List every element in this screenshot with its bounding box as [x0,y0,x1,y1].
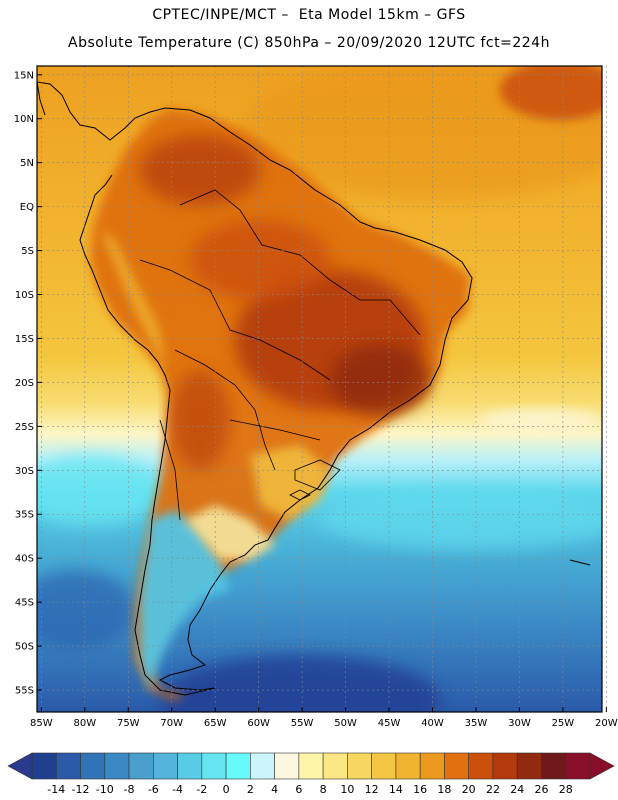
lon-tick-label-10: 35W [465,718,488,729]
lat-tick-label-1: 10N [14,114,34,125]
latitude-axis: 15N 10N 5N EQ 5S 10S 15S 20S 25S 30S 35S 40S 45S 50S 5… [14,70,42,697]
colorbar-swatch-8 [225,752,251,780]
colorbar-label-6: -2 [196,783,207,796]
colorbar-swatch-16 [419,752,445,780]
colorbar-label-20: 26 [534,783,548,796]
colorbar-swatch-12 [322,752,348,780]
lat-tick-label-9: 30S [15,466,34,477]
lon-tick-label-3: 70W [160,718,183,729]
colorbar-low-arrow [7,752,33,780]
lon-tick-label-2: 75W [117,718,140,729]
longitude-axis: 85W 80W 75W 70W 65W 60W 55W 50W 45W 40W 35W 30W 25W 2… [30,707,618,729]
lon-tick-label-7: 50W [334,718,357,729]
colorbar-label-1: -12 [72,783,90,796]
lat-tick-label-6: 15S [15,334,34,345]
lon-tick-label-9: 40W [421,718,444,729]
lat-lon-grid [37,66,607,712]
lon-tick-label-1: 80W [73,718,96,729]
colorbar-swatch-20 [516,752,542,780]
colorbar-label-12: 10 [340,783,354,796]
lon-tick-label-11: 30W [508,718,531,729]
temperature-field [37,66,602,712]
lon-tick-label-4: 65W [204,718,227,729]
lat-tick-label-12: 45S [15,598,34,609]
lon-tick-label-12: 25W [552,718,575,729]
lon-tick-label-0: 85W [30,718,53,729]
colorbar-swatch-9 [250,752,275,780]
colorbar-swatch-5 [153,752,178,780]
colorbar-label-13: 12 [365,783,379,796]
colorbar-label-19: 24 [510,783,524,796]
chart-title-line1: CPTEC/INPE/MCT – Eta Model 15km – GFS [152,7,466,23]
colorbar-label-5: -4 [172,783,183,796]
lat-tick-label-8: 25S [15,422,34,433]
colorbar-label-18: 22 [486,783,500,796]
colorbar-swatch-11 [298,752,324,780]
colorbar-swatch-10 [274,752,300,780]
colorbar-swatch-17 [444,752,469,780]
lat-tick-label-2: 5N [20,158,34,169]
colorbar-swatch-0 [31,752,57,780]
lon-tick-label-13: 20W [595,718,618,729]
colorbar-label-0: -14 [47,783,65,796]
lon-tick-label-5: 60W [247,718,270,729]
lat-tick-label-14: 55S [15,686,34,697]
colorbar-swatch-4 [128,752,154,780]
lat-tick-label-10: 35S [15,510,34,521]
lat-tick-label-5: 10S [15,290,34,301]
colorbar-label-17: 20 [462,783,476,796]
colorbar-swatch-13 [347,752,372,780]
colorbar-label-3: -8 [124,783,135,796]
lat-tick-label-3: EQ [20,202,34,213]
colorbar-label-10: 6 [295,783,302,796]
colorbar: -14 -12 -10 -8 -6 -4 -2 0 2 4 6 8 10 12 14 16 18 20 22 24 26… [7,752,615,796]
colorbar-label-9: 4 [271,783,278,796]
colorbar-swatch-15 [395,752,421,780]
lon-tick-label-8: 45W [378,718,401,729]
colorbar-swatch-7 [201,752,227,780]
colorbar-label-16: 18 [437,783,451,796]
colorbar-swatch-14 [371,752,397,780]
lat-tick-label-7: 20S [15,378,34,389]
colorbar-label-11: 8 [320,783,327,796]
colorbar-swatch-6 [177,752,203,780]
lon-tick-label-6: 55W [291,718,314,729]
colorbar-label-4: -6 [148,783,159,796]
colorbar-label-7: 0 [223,783,230,796]
lat-tick-label-13: 50S [15,642,34,653]
colorbar-label-2: -10 [96,783,114,796]
lat-tick-label-0: 15N [14,70,34,81]
colorbar-swatch-1 [55,752,81,780]
lat-tick-label-11: 40S [15,554,34,565]
lat-tick-label-4: 5S [21,246,34,257]
colorbar-swatch-22 [565,752,591,780]
colorbar-swatch-2 [80,752,106,780]
colorbar-swatch-19 [492,752,518,780]
colorbar-label-8: 2 [247,783,254,796]
colorbar-swatch-3 [104,752,130,780]
colorbar-label-15: 16 [413,783,427,796]
map-frame [36,65,603,713]
colorbar-swatch-18 [468,752,494,780]
colorbar-swatch-21 [541,752,567,780]
colorbar-label-14: 14 [389,783,403,796]
country-borders [139,189,421,521]
colorbar-high-arrow [589,752,615,780]
colorbar-label-21: 28 [559,783,573,796]
chart-title-line2: Absolute Temperature (C) 850hPa – 20/09/… [68,35,550,51]
